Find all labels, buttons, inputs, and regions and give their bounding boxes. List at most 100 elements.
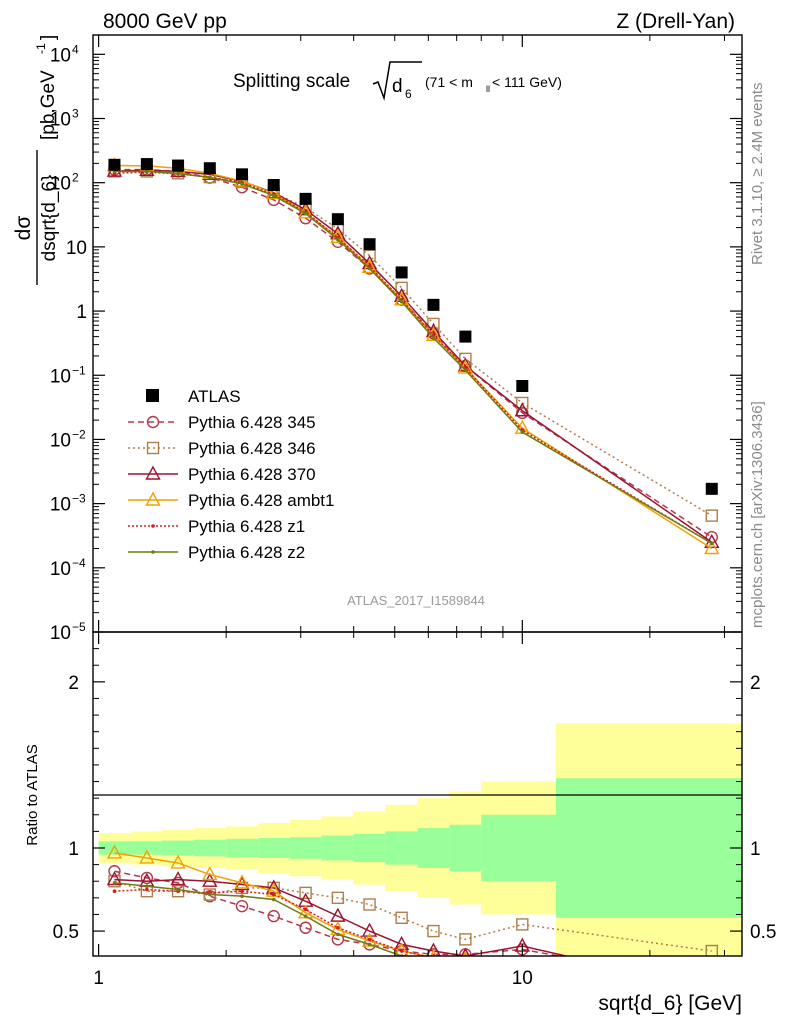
ratio-marker-z1 [271,892,276,897]
atlas-data-point [299,192,312,205]
sqrt-sign-icon [372,61,422,101]
mc-marker-z2 [208,175,212,180]
legend-marker-p345 [146,415,160,429]
plot-title-var: d [392,76,403,97]
y-tick-label: 10 [50,45,71,66]
mc-marker-p370 [514,402,530,417]
atlas-data-point [203,162,216,175]
atlas-data-point [427,298,440,311]
uncertainty-band-inner [226,838,259,858]
ratio-y-axis-label: Ratio to ATLAS [24,744,41,845]
y-tick-label: 10 [50,430,71,451]
mcplots-label: mcplots.cern.ch [arXiv:1306.3436] [749,401,766,628]
ratio-marker-z2 [303,914,308,918]
ratio-marker-z2 [240,894,244,898]
mc-line-p346 [114,170,713,517]
uncertainty-band-inner [321,835,354,861]
mc-marker-z2 [431,336,436,340]
atlas-data-point [172,159,185,172]
y-tick-exponent: 4 [72,42,79,56]
uncertainty-band-inner [194,839,227,857]
ratio-marker-z2 [271,897,276,902]
ratio-marker-z1 [240,889,244,893]
legend-marker-p346 [146,441,160,455]
uncertainty-band-inner [161,840,195,856]
ratio-y-tick-label-left: 1 [68,839,79,860]
ratio-marker-p345 [395,944,408,956]
uncertainty-band-inner [130,841,162,855]
plot-title-range-pre: (71 < m [425,74,473,90]
legend-marker-z1 [151,524,155,528]
mc-marker-z2 [303,211,308,216]
legend-label: Pythia 6.428 ambt1 [188,491,334,510]
y-tick-label: 1 [76,302,87,323]
ratio-marker-p346 [459,933,472,946]
ratio-marker-p345 [706,979,717,990]
ratio-plot-frame [92,631,743,957]
y-tick-exponent: −1 [72,363,86,377]
ratio-marker-z1 [464,958,468,962]
legend-label: Pythia 6.428 z2 [188,543,305,562]
ratio-marker-ambt1 [106,844,123,859]
mc-marker-z2 [176,171,180,176]
ratio-marker-z2 [176,887,180,892]
legend-label: Pythia 6.428 370 [188,465,316,484]
legend-label: Pythia 6.428 z1 [188,517,305,536]
x-tick-label: 10 [512,968,533,989]
plot-title-range-post: < 111 GeV) [492,74,562,90]
atlas-data-point [331,213,344,226]
uncertainty-band-inner [481,814,556,882]
ratio-marker-z2 [432,961,436,965]
ratio-marker-p346 [331,891,345,905]
legend-label: Pythia 6.428 346 [188,439,316,458]
y-tick-label: 10 [50,495,71,516]
mc-marker-z2 [709,541,714,546]
rivet-version-label: Rivet 3.1.10, ≥ 2.4M events [749,83,766,266]
y-tick-exponent: −2 [72,427,86,441]
ratio-line-z1 [114,888,430,956]
plot-title: Splitting scale d 6 (71 < m ll < 111 GeV… [233,61,562,101]
x-ticks: 1 10 [93,35,725,989]
legend-atlas-marker [146,389,159,402]
ratio-marker-p370 [170,871,186,886]
ratio-marker-p346 [427,924,440,938]
uncertainty-band-inner [555,778,742,918]
y-tick-label: 10 [50,623,71,644]
atlas-data-point [363,238,376,251]
ratio-marker-p346 [363,898,376,911]
ratio-line-p370 [114,878,570,956]
atlas-data-point [395,266,408,279]
y-tick-label: 10 [50,174,71,195]
x-axis-label: sqrt{d_6} [GeV] [598,992,742,1015]
ratio-series [106,844,718,990]
atlas-data-points [108,158,718,495]
y-tick-label: 10 [66,238,87,259]
ratio-marker-z1 [336,925,340,930]
ratio-marker-z1 [367,937,372,942]
ratio-y-tick-label-right: 1 [750,839,761,860]
ratio-y-tick-label-right: 0.5 [750,922,776,943]
mc-marker-p346 [516,396,529,410]
ratio-marker-p346 [299,886,312,900]
y-tick-exponent: 3 [72,107,79,121]
ratio-marker-z2 [208,892,212,897]
mc-line-p370 [114,169,713,543]
y-label-unit: [pb,GeV [38,70,59,140]
analysis-id: ATLAS_2017_I1589844 [347,593,485,608]
mc-line-z1 [114,171,713,545]
atlas-data-point [236,168,249,181]
ratio-marker-p345 [299,921,312,934]
y-tick-exponent: −5 [72,620,86,634]
ratio-marker-p370 [361,922,378,937]
mc-marker-ambt1 [704,540,720,555]
plot-title-main: Splitting scale [233,71,350,92]
legend-label: Pythia 6.428 345 [188,413,316,432]
y-tick-label: 10 [50,559,71,580]
plot-title-range-sub: ll [486,84,490,94]
legend-label: ATLAS [188,387,241,406]
ratio-marker-p345 [108,865,121,878]
ratio-marker-p345 [267,909,280,923]
uncertainty-band-inner [417,828,450,868]
legend-marker-p370 [145,465,161,480]
